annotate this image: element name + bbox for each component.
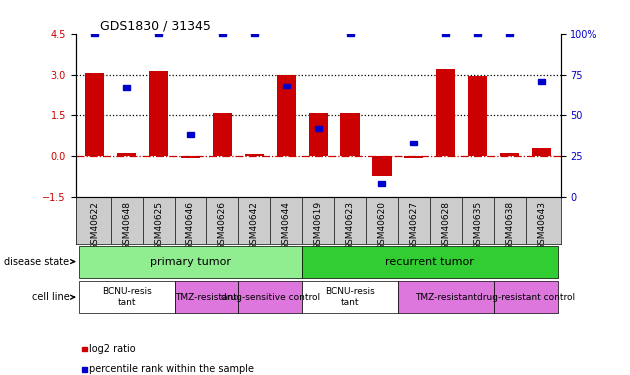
Text: GSM40620: GSM40620 (377, 201, 386, 250)
Text: GSM40638: GSM40638 (505, 201, 514, 250)
Text: drug-sensitive control: drug-sensitive control (220, 292, 320, 302)
Text: GSM40643: GSM40643 (537, 201, 546, 250)
Text: BCNU-resis
tant: BCNU-resis tant (102, 288, 152, 307)
Bar (251, 31, 258, 36)
Text: TMZ-resistant: TMZ-resistant (415, 292, 477, 302)
Bar (79, 281, 175, 313)
Text: TMZ-resistant: TMZ-resistant (176, 292, 238, 302)
Bar (302, 281, 398, 313)
Bar (346, 31, 353, 36)
Bar (494, 281, 558, 313)
Bar (175, 281, 238, 313)
Bar (532, 148, 551, 156)
Bar (474, 31, 481, 36)
Text: percentile rank within the sample: percentile rank within the sample (89, 364, 254, 374)
Bar (277, 75, 296, 156)
Bar (379, 182, 386, 186)
Bar (219, 31, 226, 36)
Text: GSM40644: GSM40644 (282, 201, 290, 249)
Text: recurrent tumor: recurrent tumor (386, 256, 474, 267)
Bar (436, 69, 455, 156)
Bar (500, 153, 519, 156)
Text: disease state: disease state (4, 256, 69, 267)
Bar (468, 76, 487, 156)
Bar (181, 156, 200, 158)
Bar (442, 31, 449, 36)
Text: GSM40646: GSM40646 (186, 201, 195, 250)
Bar (372, 156, 392, 176)
Text: GSM40619: GSM40619 (314, 201, 323, 250)
Bar (404, 156, 423, 158)
Bar (187, 132, 194, 137)
Text: GSM40627: GSM40627 (410, 201, 418, 250)
Bar (123, 85, 130, 90)
Bar (302, 246, 558, 278)
Bar (538, 79, 545, 84)
Bar (149, 71, 168, 156)
Text: GSM40635: GSM40635 (473, 201, 482, 250)
Text: GSM40625: GSM40625 (154, 201, 163, 250)
Bar (410, 141, 418, 146)
Text: GSM40628: GSM40628 (441, 201, 450, 250)
Bar (91, 31, 98, 36)
Text: GSM40648: GSM40648 (122, 201, 131, 250)
Text: primary tumor: primary tumor (150, 256, 231, 267)
Bar (398, 281, 494, 313)
Text: GSM40622: GSM40622 (90, 201, 100, 249)
Bar (79, 246, 302, 278)
Bar (244, 154, 264, 156)
Text: BCNU-resis
tant: BCNU-resis tant (325, 288, 375, 307)
Text: drug-resistant control: drug-resistant control (476, 292, 575, 302)
Bar (213, 113, 232, 156)
Bar (117, 153, 136, 156)
Bar (314, 126, 322, 131)
Text: GSM40623: GSM40623 (346, 201, 355, 250)
Text: cell line: cell line (32, 292, 69, 302)
Text: log2 ratio: log2 ratio (89, 344, 135, 354)
Bar (506, 31, 513, 36)
Bar (155, 31, 162, 36)
Bar (283, 84, 290, 88)
Bar (85, 73, 105, 156)
Text: GSM40642: GSM40642 (250, 201, 259, 249)
Bar (238, 281, 302, 313)
Bar (309, 112, 328, 156)
Bar (340, 113, 360, 156)
Text: GSM40626: GSM40626 (218, 201, 227, 250)
Text: GDS1830 / 31345: GDS1830 / 31345 (100, 20, 210, 33)
